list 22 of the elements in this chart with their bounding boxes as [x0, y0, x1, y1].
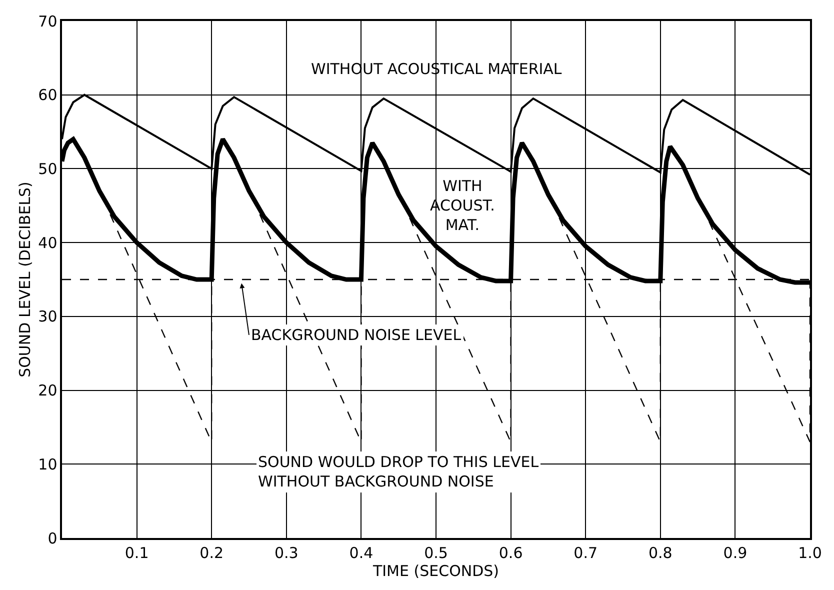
- y-tick-label: 0: [48, 529, 58, 548]
- y-tick-label: 60: [38, 86, 58, 104]
- ref-line-label: BACKGROUND NOISE LEVEL: [251, 326, 462, 344]
- x-axis-title: TIME (SECONDS): [372, 562, 500, 580]
- x-tick-label: 0.7: [574, 544, 598, 562]
- x-tick-label: 0.2: [200, 544, 224, 562]
- x-tick-label: 0.4: [349, 544, 374, 562]
- annotation: SOUND WOULD DROP TO THIS LEVEL WITHOUT BACKGROUND NOISE: [258, 453, 540, 490]
- x-tick-label: 0.1: [124, 544, 149, 562]
- x-tick-label: 1.0: [798, 544, 822, 562]
- x-tick-label: 0.3: [274, 544, 298, 562]
- y-tick-label: 70: [38, 12, 58, 30]
- y-tick-label: 10: [38, 455, 58, 474]
- x-tick-label: 0.6: [498, 544, 523, 562]
- x-tick-label: 0.8: [648, 544, 672, 562]
- x-tick-label: 0.9: [723, 544, 748, 562]
- x-tick-label: 0.5: [424, 544, 448, 562]
- y-tick-label: 50: [38, 160, 58, 178]
- y-axis-title: SOUND LEVEL (DECIBELS): [16, 182, 34, 378]
- y-tick-label: 20: [38, 382, 58, 400]
- y-tick-label: 30: [38, 308, 58, 326]
- y-tick-label: 40: [38, 234, 58, 252]
